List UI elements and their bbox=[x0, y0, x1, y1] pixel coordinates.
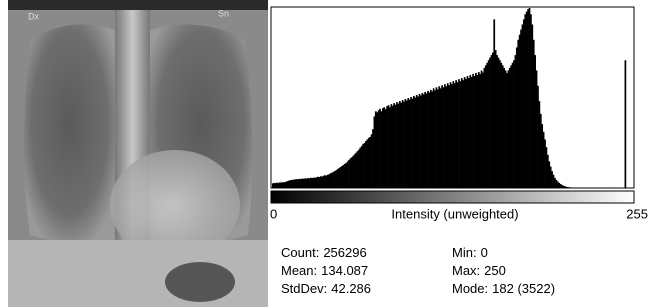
histogram-window: Dx Sn Intensity (unweighted) Count: 25629… bbox=[0, 0, 649, 307]
stat: Mean: 134.087 bbox=[281, 263, 368, 278]
stat: Count: 256296 bbox=[281, 245, 367, 260]
stat-label: Min: bbox=[452, 245, 477, 260]
stat-label: Max: bbox=[452, 263, 480, 278]
image-label: Dx bbox=[28, 11, 39, 21]
stat-label: StdDev: bbox=[281, 281, 327, 296]
stat: Max: 250 bbox=[452, 263, 506, 278]
stat: StdDev: 42.286 bbox=[281, 281, 371, 296]
x-axis-label: Intensity (unweighted) bbox=[391, 206, 518, 221]
lut-bar bbox=[271, 191, 634, 203]
page: {"image": {"labels": ["Dx", "Sn"]}, "cha… bbox=[0, 0, 649, 307]
stat-value: 182 (3522) bbox=[492, 281, 555, 296]
stat-label: Count: bbox=[281, 245, 319, 260]
stat: Min: 0 bbox=[452, 245, 488, 260]
stat-label: Mode: bbox=[452, 281, 488, 296]
stat-value: 42.286 bbox=[331, 281, 371, 296]
stat: Mode: 182 (3522) bbox=[452, 281, 555, 296]
stat-value: 134.087 bbox=[321, 263, 368, 278]
stat-value: 250 bbox=[484, 263, 506, 278]
bar bbox=[625, 60, 627, 188]
stat-value: 0 bbox=[481, 245, 488, 260]
x-tick-label: 255 bbox=[626, 206, 648, 221]
stat-label: Mean: bbox=[281, 263, 317, 278]
x-tick-label: 0 bbox=[270, 206, 277, 221]
image-label: Sn bbox=[218, 8, 229, 18]
stats: Count: 256296 Min: 0 Mean: 134.087 Max: 250 StdD… bbox=[281, 245, 555, 296]
stat-value: 256296 bbox=[323, 245, 366, 260]
xray-image: Dx Sn bbox=[8, 0, 268, 307]
